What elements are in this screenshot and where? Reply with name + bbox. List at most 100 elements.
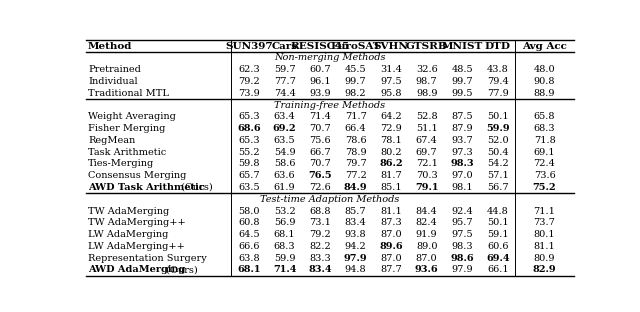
- Text: 65.3: 65.3: [238, 136, 260, 145]
- Text: 76.5: 76.5: [308, 171, 332, 180]
- Text: 59.9: 59.9: [486, 124, 509, 133]
- Text: 80.2: 80.2: [380, 148, 402, 157]
- Text: 97.3: 97.3: [451, 148, 473, 157]
- Text: 63.6: 63.6: [274, 171, 296, 180]
- Text: Avg Acc: Avg Acc: [522, 42, 567, 51]
- Text: 64.2: 64.2: [380, 112, 402, 121]
- Text: Individual: Individual: [88, 77, 138, 86]
- Text: 63.4: 63.4: [274, 112, 296, 121]
- Text: 59.9: 59.9: [274, 254, 295, 263]
- Text: 59.1: 59.1: [487, 230, 509, 239]
- Text: 97.0: 97.0: [451, 171, 473, 180]
- Text: 60.7: 60.7: [309, 65, 331, 74]
- Text: 96.1: 96.1: [309, 77, 331, 86]
- Text: 84.4: 84.4: [416, 207, 438, 216]
- Text: 97.9: 97.9: [344, 254, 367, 263]
- Text: 93.8: 93.8: [345, 230, 367, 239]
- Text: 51.1: 51.1: [416, 124, 438, 133]
- Text: 79.1: 79.1: [415, 183, 438, 192]
- Text: 45.5: 45.5: [345, 65, 367, 74]
- Text: 87.5: 87.5: [451, 112, 473, 121]
- Text: 68.8: 68.8: [309, 207, 331, 216]
- Text: 79.7: 79.7: [345, 159, 367, 168]
- Text: 98.3: 98.3: [451, 242, 473, 251]
- Text: 72.9: 72.9: [380, 124, 402, 133]
- Text: 78.6: 78.6: [345, 136, 367, 145]
- Text: 44.8: 44.8: [487, 207, 509, 216]
- Text: 63.5: 63.5: [238, 183, 260, 192]
- Text: 52.8: 52.8: [416, 112, 438, 121]
- Text: Ties-Merging: Ties-Merging: [88, 159, 154, 168]
- Text: Test-time Adaption Methods: Test-time Adaption Methods: [260, 195, 399, 204]
- Text: 66.1: 66.1: [487, 266, 509, 274]
- Text: 87.0: 87.0: [380, 254, 402, 263]
- Text: 87.3: 87.3: [380, 218, 402, 227]
- Text: 73.1: 73.1: [309, 218, 331, 227]
- Text: 79.2: 79.2: [238, 77, 260, 86]
- Text: 58.0: 58.0: [238, 207, 260, 216]
- Text: Consensus Merging: Consensus Merging: [88, 171, 186, 180]
- Text: 75.6: 75.6: [309, 136, 331, 145]
- Text: 98.7: 98.7: [416, 77, 438, 86]
- Text: 87.0: 87.0: [416, 254, 438, 263]
- Text: 56.7: 56.7: [487, 183, 509, 192]
- Text: 71.4: 71.4: [273, 266, 296, 274]
- Text: 66.7: 66.7: [309, 148, 331, 157]
- Text: 71.8: 71.8: [534, 136, 556, 145]
- Text: 50.1: 50.1: [487, 218, 509, 227]
- Text: 71.1: 71.1: [534, 207, 556, 216]
- Text: Task Arithmetic: Task Arithmetic: [88, 148, 166, 157]
- Text: 48.0: 48.0: [534, 65, 556, 74]
- Text: 97.5: 97.5: [451, 230, 473, 239]
- Text: Training-free Methods: Training-free Methods: [274, 100, 385, 110]
- Text: 86.2: 86.2: [380, 159, 403, 168]
- Text: 69.4: 69.4: [486, 254, 509, 263]
- Text: 78.9: 78.9: [345, 148, 367, 157]
- Text: 64.5: 64.5: [238, 230, 260, 239]
- Text: Fisher Merging: Fisher Merging: [88, 124, 165, 133]
- Text: 68.1: 68.1: [237, 266, 260, 274]
- Text: LW AdaMerging++: LW AdaMerging++: [88, 242, 185, 251]
- Text: 99.7: 99.7: [345, 77, 367, 86]
- Text: 43.8: 43.8: [487, 65, 509, 74]
- Text: 80.1: 80.1: [534, 230, 556, 239]
- Text: (Ours): (Ours): [163, 266, 198, 274]
- Text: 65.7: 65.7: [238, 171, 260, 180]
- Text: 59.8: 59.8: [238, 159, 260, 168]
- Text: 77.7: 77.7: [274, 77, 296, 86]
- Text: 98.3: 98.3: [451, 159, 474, 168]
- Text: Traditional MTL: Traditional MTL: [88, 89, 169, 98]
- Text: 71.7: 71.7: [345, 112, 367, 121]
- Text: 82.2: 82.2: [309, 242, 331, 251]
- Text: DTD: DTD: [484, 42, 511, 51]
- Text: 88.9: 88.9: [534, 89, 556, 98]
- Text: 72.1: 72.1: [416, 159, 438, 168]
- Text: 97.9: 97.9: [451, 266, 473, 274]
- Text: 69.7: 69.7: [416, 148, 438, 157]
- Text: 83.3: 83.3: [309, 254, 331, 263]
- Text: 74.4: 74.4: [274, 89, 296, 98]
- Text: Weight Averaging: Weight Averaging: [88, 112, 176, 121]
- Text: 89.6: 89.6: [380, 242, 403, 251]
- Text: 63.8: 63.8: [238, 254, 260, 263]
- Text: 99.7: 99.7: [451, 77, 473, 86]
- Text: TW AdaMerging++: TW AdaMerging++: [88, 218, 186, 227]
- Text: 68.3: 68.3: [274, 242, 296, 251]
- Text: 73.7: 73.7: [534, 218, 556, 227]
- Text: 59.7: 59.7: [274, 65, 296, 74]
- Text: 31.4: 31.4: [380, 65, 402, 74]
- Text: 48.5: 48.5: [451, 65, 473, 74]
- Text: 70.7: 70.7: [309, 124, 331, 133]
- Text: 79.4: 79.4: [487, 77, 509, 86]
- Text: 92.4: 92.4: [451, 207, 473, 216]
- Text: 98.9: 98.9: [416, 89, 437, 98]
- Text: 87.0: 87.0: [380, 230, 402, 239]
- Text: 85.1: 85.1: [380, 183, 402, 192]
- Text: 60.8: 60.8: [238, 218, 260, 227]
- Text: 69.2: 69.2: [273, 124, 296, 133]
- Text: GTSRB: GTSRB: [406, 42, 447, 51]
- Text: Cars: Cars: [271, 42, 298, 51]
- Text: 98.6: 98.6: [451, 254, 474, 263]
- Text: 90.8: 90.8: [534, 77, 556, 86]
- Text: 97.5: 97.5: [380, 77, 402, 86]
